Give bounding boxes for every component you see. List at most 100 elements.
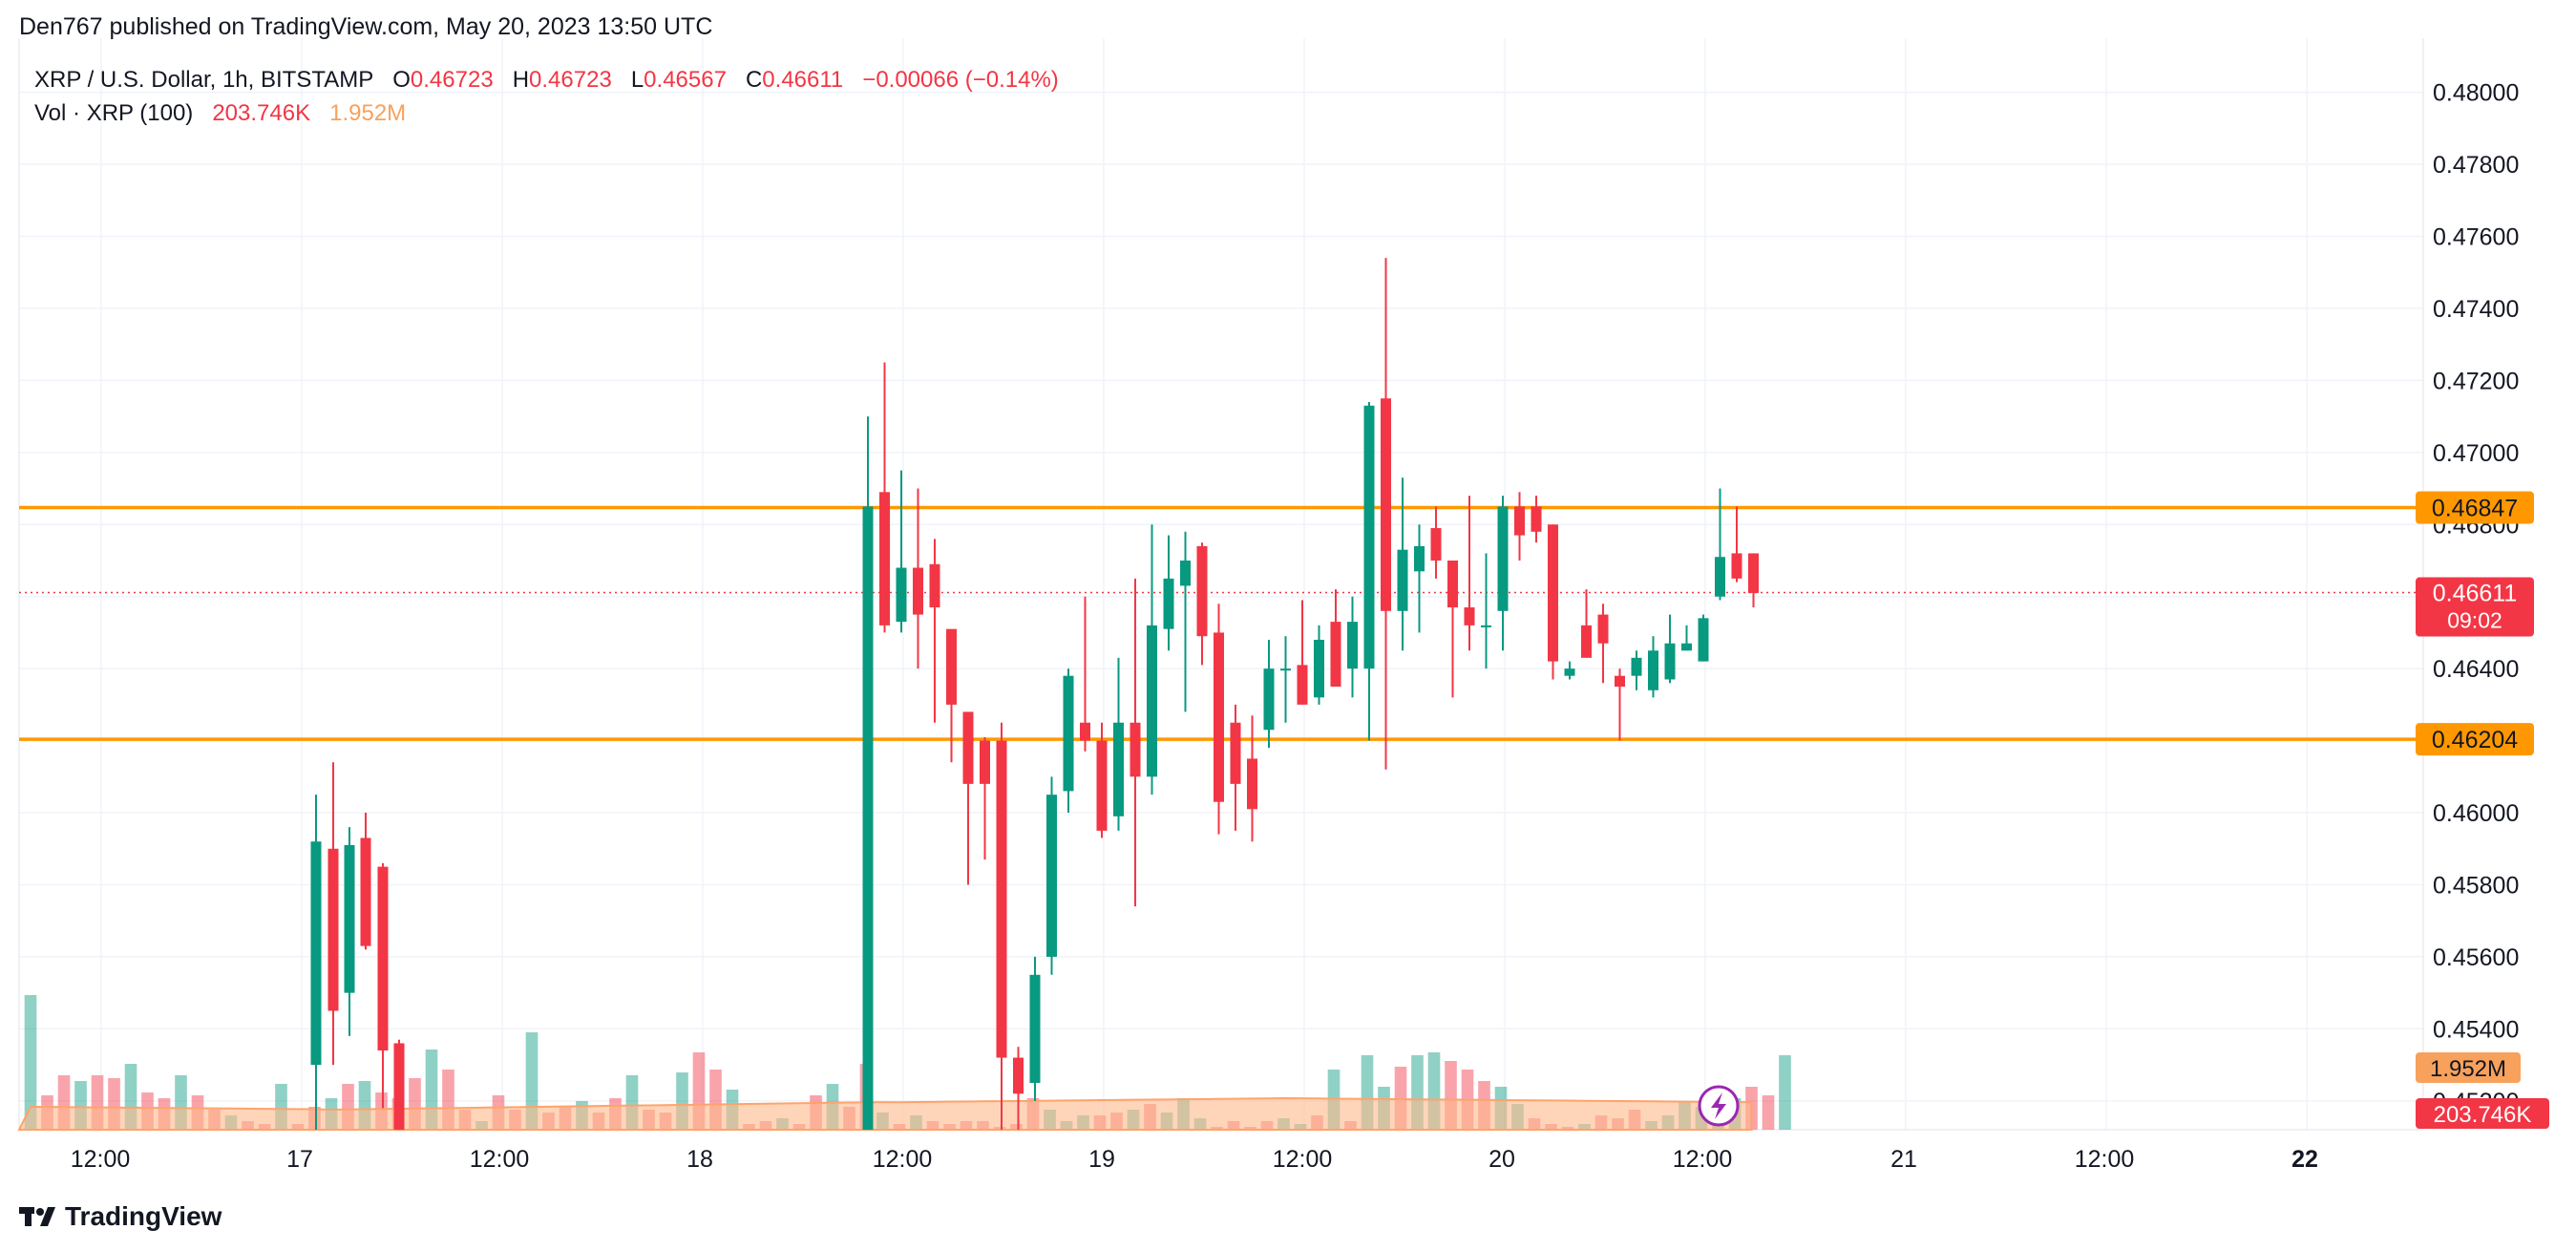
candle-up [1347, 596, 1358, 698]
candle-body [1681, 643, 1692, 651]
candles [310, 258, 1759, 1130]
x-tick-label: 12:00 [1673, 1146, 1733, 1173]
candle-body [862, 506, 874, 1130]
legend-open-label: O [392, 67, 411, 93]
candle-body [1214, 632, 1224, 802]
x-tick-label: 12:00 [2075, 1146, 2135, 1173]
x-tick-label: 21 [1890, 1146, 1917, 1173]
legend-change: −0.00066 (−0.14%) [862, 67, 1059, 93]
candle-up [1497, 496, 1509, 651]
candle-body [1748, 553, 1759, 593]
candle-down [1447, 560, 1458, 698]
candle-body [962, 711, 974, 784]
candle-body [1715, 557, 1725, 597]
candle-up [1063, 668, 1074, 814]
candle-down [1230, 704, 1241, 831]
candle-body [327, 848, 339, 1011]
candle-body [1163, 578, 1174, 629]
candle-body [946, 628, 957, 705]
legend-open-value: 0.46723 [410, 67, 494, 93]
candle-body [1615, 675, 1625, 688]
candle-body [1180, 560, 1191, 586]
candle-body [980, 740, 990, 784]
candle-down [980, 736, 990, 860]
legend-close-label: C [745, 67, 763, 93]
candle-down [1330, 589, 1341, 688]
candle-body [1363, 405, 1375, 669]
candle-up [1698, 614, 1709, 662]
x-tick-label: 20 [1489, 1146, 1515, 1173]
candle-body [310, 841, 322, 1066]
volume-bar [1779, 1055, 1791, 1130]
tradingview-logo[interactable]: TradingView [19, 1201, 222, 1232]
candle-down [1731, 506, 1742, 583]
y-tick-label: 0.45800 [2433, 872, 2519, 899]
candle-body [1113, 722, 1124, 816]
level-price-tag-bg [2416, 723, 2534, 756]
candle-down [1597, 604, 1609, 684]
candle-body [896, 567, 907, 623]
legend-vol-label: Vol · XRP (100) [34, 100, 194, 126]
candle-body [393, 1043, 405, 1130]
candle-body [1597, 614, 1609, 644]
candle-body [1698, 618, 1709, 662]
candle-body [1497, 506, 1509, 611]
volume-bar [525, 1032, 538, 1130]
x-axis-labels: 12:00 17 12:00 18 12:00 19 12:00 20 12:00 21 12:00… [71, 1146, 2318, 1173]
candle-up [344, 827, 355, 1036]
candle-down [1581, 589, 1592, 658]
x-tick-label: 22 [2291, 1146, 2318, 1173]
candle-body [1130, 722, 1141, 777]
candle-up [1263, 639, 1275, 749]
candle-up [1664, 614, 1676, 684]
candle-down [1464, 496, 1475, 651]
x-tick-label: 12:00 [71, 1146, 131, 1173]
candle-down [377, 862, 389, 1109]
candle-body [1046, 795, 1057, 957]
candle-down [1748, 553, 1759, 608]
level-price-tag-bg [2416, 491, 2534, 524]
last-price-countdown: 09:02 [2447, 608, 2502, 633]
candle-down [1430, 506, 1442, 579]
volume-ma-tag: 1.952M [2416, 1052, 2521, 1083]
candle-body [1664, 643, 1676, 680]
x-tick-label: 18 [686, 1146, 713, 1173]
candle-body [996, 740, 1007, 1058]
y-tick-label: 0.47000 [2433, 440, 2519, 467]
tradingview-logo-icon [19, 1207, 55, 1226]
candle-down [1531, 496, 1542, 543]
candle-body [1514, 506, 1525, 536]
candle-down [1297, 600, 1308, 705]
y-tick-label: 0.47400 [2433, 296, 2519, 323]
candle-up [1681, 625, 1692, 651]
candle-body [1631, 657, 1642, 676]
candle-down [1196, 542, 1208, 666]
legend-low-value: 0.46567 [644, 67, 727, 93]
candle-body [1581, 625, 1592, 658]
x-tick-label: 12:00 [470, 1146, 530, 1173]
candle-body [1280, 668, 1291, 671]
y-tick-label: 0.45600 [2433, 944, 2519, 971]
volume-ma-area [17, 1096, 1753, 1131]
candle-body [1297, 665, 1308, 705]
candle-body [1330, 622, 1341, 688]
candle-body [344, 844, 355, 993]
x-tick-label: 12:00 [1273, 1146, 1333, 1173]
y-tick-label: 0.47600 [2433, 223, 2519, 250]
volume-ma-tag-text: 1.952M [2430, 1056, 2506, 1082]
legend-high-label: H [512, 67, 530, 93]
y-tick-label: 0.46400 [2433, 656, 2519, 683]
candle-up [1715, 488, 1725, 601]
candle-up [896, 470, 907, 633]
candle-down [327, 762, 339, 1066]
legend-high-value: 0.46723 [529, 67, 612, 93]
candle-body [879, 492, 890, 626]
candle-down [360, 813, 371, 950]
y-tick-label: 0.45400 [2433, 1016, 2519, 1043]
lightning-icon[interactable] [1698, 1085, 1740, 1127]
legend-volume: Vol · XRP (100) 203.746K 1.952M [34, 100, 406, 127]
candle-down [929, 539, 940, 723]
x-tick-label: 17 [286, 1146, 313, 1173]
